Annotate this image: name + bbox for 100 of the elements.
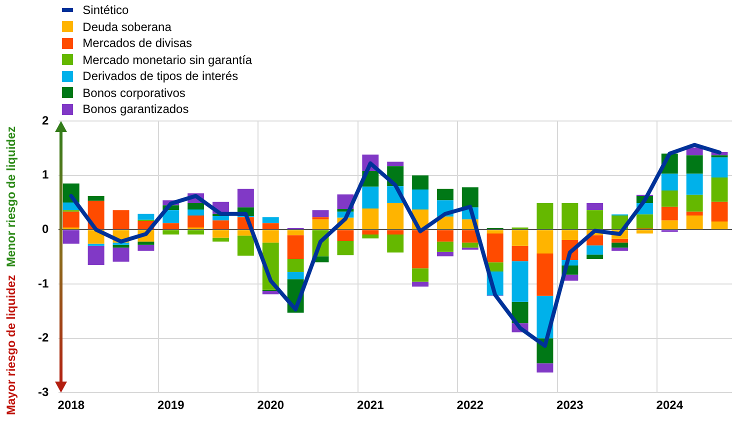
bar <box>686 194 703 212</box>
bar <box>536 230 554 254</box>
bar <box>387 162 404 166</box>
bar <box>312 210 329 218</box>
bar <box>436 242 454 252</box>
bar <box>287 272 304 280</box>
bar <box>586 203 604 210</box>
bar <box>188 210 204 216</box>
bar <box>462 187 478 208</box>
x-tick-label: 2020 <box>257 398 284 412</box>
bar <box>586 254 604 259</box>
bar <box>362 208 379 230</box>
x-tick-label: 2021 <box>357 398 384 412</box>
bar <box>711 157 728 178</box>
bar <box>112 210 130 230</box>
bar <box>686 212 703 216</box>
bar <box>138 242 154 245</box>
bar <box>661 174 678 191</box>
bar <box>287 258 304 272</box>
x-tick-label: 2019 <box>158 398 185 412</box>
bar <box>162 230 180 235</box>
bar <box>412 268 429 282</box>
bar <box>486 230 504 234</box>
bar <box>586 245 604 255</box>
bar <box>686 155 703 174</box>
bar <box>312 219 329 230</box>
bar <box>412 175 429 190</box>
bar <box>612 238 628 243</box>
bar <box>162 210 180 224</box>
bar <box>88 246 104 265</box>
bar <box>387 234 404 252</box>
bar <box>636 230 653 234</box>
bar <box>362 230 379 235</box>
legend-label: Deuda soberana <box>82 18 172 35</box>
bar <box>138 214 154 220</box>
bar <box>436 252 454 256</box>
bar <box>362 234 379 238</box>
bar <box>661 190 678 207</box>
bar <box>212 230 229 238</box>
bar <box>586 210 604 230</box>
bar <box>237 236 254 256</box>
bar <box>262 291 279 294</box>
y-tick-label: -2 <box>38 330 49 345</box>
bar <box>512 261 528 302</box>
x-tick-label: 2018 <box>58 398 85 412</box>
bar <box>562 230 578 240</box>
bar <box>412 230 429 268</box>
bar <box>686 216 703 230</box>
bar <box>212 220 229 230</box>
bar <box>711 177 728 202</box>
legend-label: Mercado monetario sin garantía <box>82 52 252 68</box>
bar <box>512 302 528 324</box>
bar <box>711 221 728 230</box>
bar <box>62 212 80 228</box>
bar <box>287 235 304 259</box>
bar <box>436 230 454 242</box>
bar <box>237 188 254 208</box>
bar <box>62 230 80 244</box>
y-tick-label: 0 <box>42 222 49 236</box>
bar <box>188 230 204 235</box>
bar <box>362 186 379 208</box>
bar <box>188 203 204 210</box>
x-tick-label: 2022 <box>456 398 484 412</box>
bar <box>212 216 229 220</box>
bar <box>387 203 404 230</box>
y-tick-label: -1 <box>38 276 49 290</box>
text: Menor riesgo de liquidez <box>4 126 18 268</box>
bar <box>636 214 653 229</box>
bar <box>262 217 279 224</box>
bar <box>88 196 104 201</box>
legend-label: Sintético <box>82 2 129 18</box>
x-tick-label: 2023 <box>556 398 584 412</box>
bar <box>412 282 429 287</box>
bar <box>661 220 678 230</box>
bar <box>212 238 229 242</box>
bar <box>462 242 478 248</box>
bar <box>536 254 554 296</box>
bar <box>536 203 554 230</box>
legend-label: Bonos corporativos <box>82 84 186 101</box>
bar <box>661 206 678 220</box>
bar <box>711 202 728 222</box>
bar <box>337 241 354 256</box>
bar <box>686 174 703 195</box>
legend-label: Bonos garantizados <box>82 101 189 118</box>
bar <box>512 230 528 246</box>
bar <box>612 248 628 251</box>
y-tick-label: 1 <box>42 168 49 182</box>
legend-label: Mercados de divisas <box>82 35 192 52</box>
bar <box>412 189 429 210</box>
bar <box>387 230 404 235</box>
bar <box>262 223 279 230</box>
bar <box>486 233 504 262</box>
y-tick-label: 2 <box>42 113 49 128</box>
bar <box>188 216 204 228</box>
bar <box>337 230 354 242</box>
bar <box>612 242 628 248</box>
x-tick-label: 2024 <box>656 398 684 412</box>
bar <box>162 223 180 230</box>
bar <box>436 188 454 200</box>
bar <box>562 203 578 230</box>
